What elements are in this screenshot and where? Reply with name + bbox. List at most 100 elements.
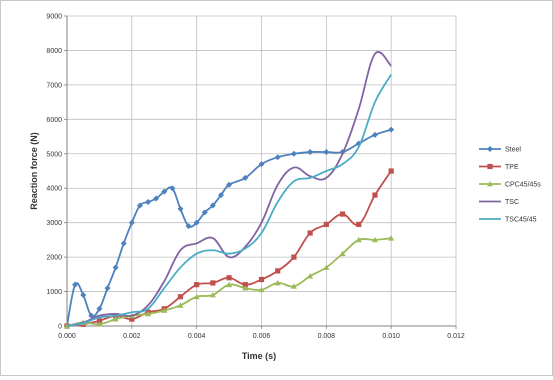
series-layer xyxy=(64,51,395,329)
data-point-cpc45-45s xyxy=(96,321,103,327)
legend-item-steel: Steel xyxy=(479,146,521,154)
data-point-steel xyxy=(161,188,168,195)
data-point-steel xyxy=(307,149,314,156)
x-tick-label: 0.006 xyxy=(253,333,271,340)
data-point-steel xyxy=(242,174,249,181)
series-tpe xyxy=(64,168,394,329)
data-point-tpe xyxy=(177,294,184,300)
data-point-steel xyxy=(323,149,330,156)
y-tick-label: 7000 xyxy=(46,82,62,89)
data-point-steel xyxy=(226,181,233,188)
data-point-tpe xyxy=(258,276,265,283)
y-tick-label: 3000 xyxy=(46,220,62,227)
data-point-steel xyxy=(80,292,87,298)
series-tsc45-45 xyxy=(66,74,392,327)
data-point-cpc45-45s xyxy=(161,307,168,313)
data-point-cpc45-45s xyxy=(323,264,330,270)
data-point-tpe xyxy=(323,221,329,227)
data-point-steel xyxy=(201,209,208,216)
data-point-steel xyxy=(185,223,192,230)
legend-item-cpc45-45s: CPC45/45s xyxy=(479,181,541,189)
data-point-steel xyxy=(258,161,265,168)
data-point-steel xyxy=(128,219,135,226)
data-point-steel xyxy=(145,199,152,205)
data-point-tpe xyxy=(388,168,394,174)
y-tick-label: 6000 xyxy=(46,117,62,124)
legend-label-steel: Steel xyxy=(505,147,521,154)
data-point-tpe xyxy=(372,192,378,198)
data-point-cpc45-45s xyxy=(177,302,184,308)
data-point-steel xyxy=(169,185,176,192)
data-point-tpe xyxy=(275,268,281,274)
data-point-steel xyxy=(112,264,119,271)
data-point-tpe xyxy=(194,282,200,288)
x-tick-label: 0.000 xyxy=(58,333,76,340)
data-point-steel xyxy=(177,205,184,212)
legend-label-tsc45-45: TSC45/45 xyxy=(505,217,537,224)
data-point-cpc45-45s xyxy=(209,292,216,298)
data-point-steel xyxy=(136,202,143,209)
data-point-cpc45-45s xyxy=(193,293,200,300)
data-point-steel xyxy=(104,285,111,292)
data-point-steel xyxy=(290,150,297,157)
data-point-tpe xyxy=(242,282,248,288)
data-point-tpe xyxy=(356,221,362,227)
data-point-tpe xyxy=(129,316,135,322)
axes: 0 1000 2000 3000 4000 5000 6000 7000 8000 9000 0.0… xyxy=(46,14,464,341)
data-point-steel xyxy=(96,305,103,312)
x-tick-label: 0.010 xyxy=(382,333,400,340)
legend-item-tpe: TPE xyxy=(479,163,519,171)
data-point-cpc45-45s xyxy=(242,285,249,291)
y-tick-label: 9000 xyxy=(46,14,62,21)
x-tick-label: 0.004 xyxy=(188,333,206,340)
y-tick-label: 1000 xyxy=(46,289,62,296)
legend-label-cpc45-45s: CPC45/45s xyxy=(505,182,541,189)
data-point-cpc45-45s xyxy=(339,250,346,257)
data-point-steel xyxy=(193,219,200,226)
data-point-steel xyxy=(88,312,95,319)
legend-item-tsc45-45: TSC45/45 xyxy=(479,217,537,224)
legend-marker-cpc45-45s xyxy=(487,181,493,187)
y-tick-label: 5000 xyxy=(46,151,62,158)
data-point-steel xyxy=(217,192,224,199)
data-point-cpc45-45s xyxy=(258,286,265,293)
y-tick-label: 8000 xyxy=(46,48,62,55)
data-point-cpc45-45s xyxy=(307,273,314,279)
legend-marker-tpe xyxy=(487,163,493,170)
data-point-steel xyxy=(371,131,378,138)
data-point-steel xyxy=(388,126,395,133)
data-point-cpc45-45s xyxy=(145,310,152,317)
data-point-tpe xyxy=(96,318,103,324)
x-tick-label: 0.012 xyxy=(447,333,465,340)
y-axis-label: Reaction force (N) xyxy=(29,132,39,210)
data-point-tpe xyxy=(291,254,297,260)
data-point-steel xyxy=(120,240,127,247)
data-point-cpc45-45s xyxy=(388,235,395,241)
x-tick-label: 0.002 xyxy=(123,333,141,340)
legend: Steel TPE CPC45/45s TSC TSC45/45 xyxy=(479,146,541,224)
data-point-tpe xyxy=(226,275,232,281)
series-line-tpe xyxy=(66,170,392,327)
legend-item-tsc: TSC xyxy=(479,199,519,206)
x-axis-label: Time (s) xyxy=(242,351,276,361)
series-line-steel xyxy=(66,128,392,327)
data-point-cpc45-45s xyxy=(226,281,233,288)
data-point-steel xyxy=(209,202,216,209)
data-point-tpe xyxy=(210,280,216,286)
data-point-steel xyxy=(72,281,79,288)
y-tick-label: 2000 xyxy=(46,255,62,262)
x-tick-label: 0.008 xyxy=(318,333,336,340)
data-point-tpe xyxy=(307,230,313,236)
data-point-tpe xyxy=(339,211,346,217)
data-point-cpc45-45s xyxy=(274,279,281,286)
legend-label-tsc: TSC xyxy=(505,199,519,206)
data-point-cpc45-45s xyxy=(290,283,297,289)
series-steel xyxy=(64,126,395,329)
y-tick-label: 4000 xyxy=(46,186,62,193)
data-point-steel xyxy=(153,195,160,202)
y-tick-label: 0 xyxy=(58,324,62,331)
series-line-tsc45-45 xyxy=(66,74,392,327)
data-point-cpc45-45s xyxy=(371,236,378,243)
